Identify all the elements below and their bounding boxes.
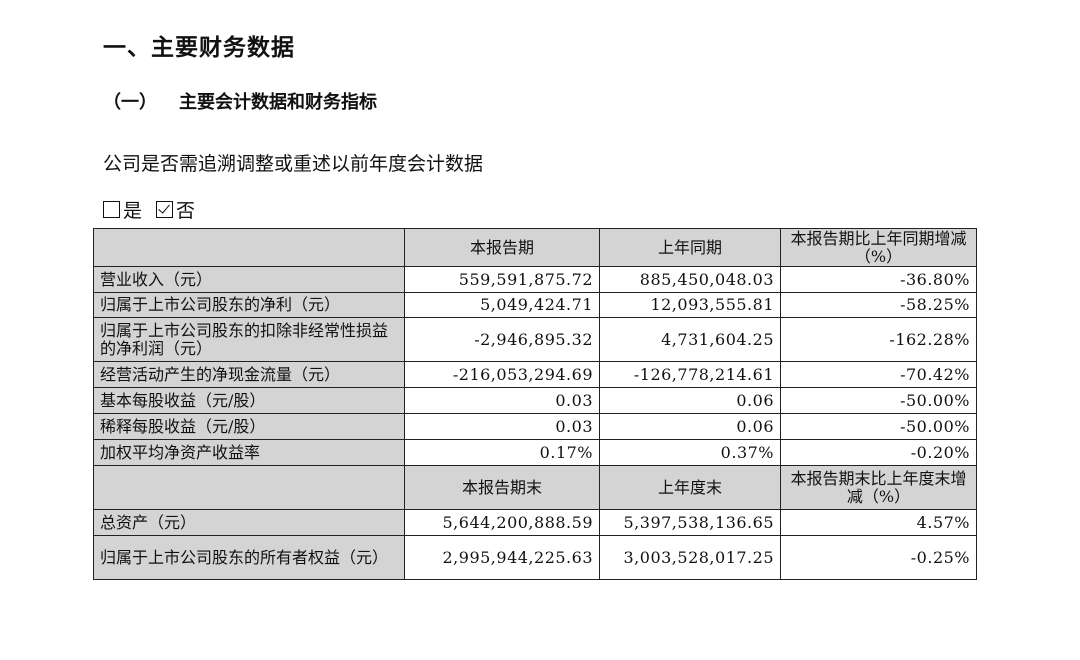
row-label: 经营活动产生的净现金流量（元） [93,361,405,388]
table-row: 归属于上市公司股东的所有者权益（元） 2,995,944,225.63 3,00… [93,535,977,580]
cell-value: 12,093,555.81 [599,292,781,318]
table-row: 经营活动产生的净现金流量（元） -216,053,294.69 -126,778… [93,361,977,388]
table-header-row: 本报告期末 上年度末 本报告期末比上年度末增减（%） [93,465,977,510]
cell-value: 0.06 [599,387,781,414]
cell-value: -70.42% [780,361,977,388]
cell-value: 5,049,424.71 [404,292,600,318]
cell-value: 5,397,538,136.65 [599,509,781,536]
header-blank-cell [93,228,405,267]
cell-value: 4.57% [780,509,977,536]
row-label: 总资产（元） [93,509,405,536]
table-row: 基本每股收益（元/股） 0.03 0.06 -50.00% [93,387,977,414]
row-label: 归属于上市公司股东的净利（元） [93,292,405,318]
cell-value: 559,591,875.72 [404,266,600,293]
table-row: 归属于上市公司股东的扣除非经常性损益的净利润（元） -2,946,895.32 … [93,317,977,362]
choice-yes[interactable]: 是 [103,196,142,223]
row-label: 基本每股收益（元/股） [93,387,405,414]
cell-value: 885,450,048.03 [599,266,781,293]
header-period-end-change: 本报告期末比上年度末增减（%） [780,465,977,510]
header-period-change: 本报告期比上年同期增减（%） [780,228,977,267]
table-row: 稀释每股收益（元/股） 0.03 0.06 -50.00% [93,413,977,440]
header-blank-cell [93,465,405,510]
cell-value: 0.17% [404,439,600,466]
row-label: 归属于上市公司股东的所有者权益（元） [93,535,405,580]
restatement-question: 公司是否需追溯调整或重述以前年度会计数据 [103,153,484,175]
restatement-choices: 是 否 [103,196,209,223]
row-label: 归属于上市公司股东的扣除非经常性损益的净利润（元） [93,317,405,362]
header-prior-year-end: 上年度末 [599,465,781,510]
cell-value: -126,778,214.61 [599,361,781,388]
cell-value: 2,995,944,225.63 [404,535,600,580]
cell-value: -50.00% [780,387,977,414]
table-row: 总资产（元） 5,644,200,888.59 5,397,538,136.65… [93,509,977,536]
choice-no-label: 否 [176,200,196,222]
cell-value: 0.03 [404,387,600,414]
cell-value: -36.80% [780,266,977,293]
checkbox-checked-icon[interactable] [156,201,174,218]
cell-value: -0.20% [780,439,977,466]
cell-value: 0.06 [599,413,781,440]
table-row: 加权平均净资产收益率 0.17% 0.37% -0.20% [93,439,977,466]
choice-yes-label: 是 [123,200,143,222]
header-current-period: 本报告期 [404,228,600,267]
cell-value: 4,731,604.25 [599,317,781,362]
subsection-heading: （一） 主要会计数据和财务指标 [103,88,377,114]
row-label: 加权平均净资产收益率 [93,439,405,466]
cell-value: 0.37% [599,439,781,466]
cell-value: -0.25% [780,535,977,580]
choice-no[interactable]: 否 [156,196,195,223]
table-header-row: 本报告期 上年同期 本报告期比上年同期增减（%） [93,228,977,267]
header-period-end: 本报告期末 [404,465,600,510]
financial-data-table: 本报告期 上年同期 本报告期比上年同期增减（%） 营业收入（元） 559,591… [93,228,977,580]
row-label: 营业收入（元） [93,266,405,293]
cell-value: -2,946,895.32 [404,317,600,362]
cell-value: 0.03 [404,413,600,440]
cell-value: -216,053,294.69 [404,361,600,388]
cell-value: 3,003,528,017.25 [599,535,781,580]
row-label: 稀释每股收益（元/股） [93,413,405,440]
table-row: 归属于上市公司股东的净利（元） 5,049,424.71 12,093,555.… [93,292,977,318]
checkbox-unchecked-icon[interactable] [103,201,120,218]
cell-value: -58.25% [780,292,977,318]
cell-value: -50.00% [780,413,977,440]
table-row: 营业收入（元） 559,591,875.72 885,450,048.03 -3… [93,266,977,293]
cell-value: 5,644,200,888.59 [404,509,600,536]
section-heading: 一、主要财务数据 [103,35,295,61]
cell-value: -162.28% [780,317,977,362]
subsection-title: 主要会计数据和财务指标 [179,92,377,113]
subsection-number: （一） [103,92,157,113]
header-prior-period: 上年同期 [599,228,781,267]
